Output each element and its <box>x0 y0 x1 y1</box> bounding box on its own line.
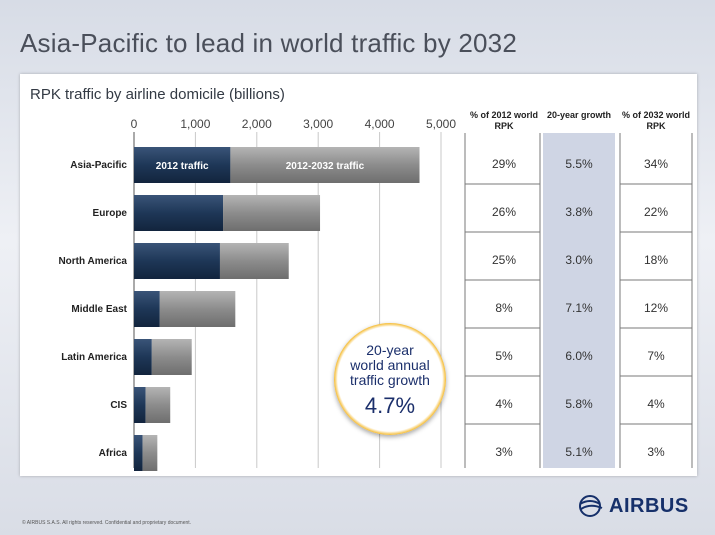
badge-value: 4.7% <box>364 393 416 418</box>
cell-growth: 5.5% <box>565 157 593 171</box>
bar-2012-traffic <box>134 339 152 375</box>
growth-badge: 20-year world annual traffic growth 4.7% <box>334 323 446 435</box>
cell-share-2012: 3% <box>495 445 513 459</box>
cell-growth: 5.1% <box>565 445 593 459</box>
cell-growth: 6.0% <box>565 349 593 363</box>
cell-growth: 3.8% <box>565 205 593 219</box>
bar-2012-2032-traffic <box>142 435 158 471</box>
cell-share-2032: 7% <box>647 349 665 363</box>
copyright-footer: © AIRBUS S.A.S. All rights reserved. Con… <box>22 520 192 526</box>
category-label: North America <box>58 256 127 267</box>
bar-2012-2032-traffic <box>159 291 236 327</box>
chart-title: RPK traffic by airline domicile (billion… <box>30 86 285 103</box>
header-share-2012: % of 2012 world RPK <box>469 110 539 131</box>
category-label: Latin America <box>61 352 127 363</box>
cell-share-2012: 8% <box>495 301 513 315</box>
series-label-2012-2032: 2012-2032 traffic <box>286 161 365 172</box>
cell-share-2032: 12% <box>644 301 668 315</box>
cell-growth: 5.8% <box>565 397 593 411</box>
airbus-globe-icon <box>579 495 603 517</box>
x-tick-label: 2,000 <box>242 117 272 131</box>
category-label: Middle East <box>71 304 127 315</box>
growth-column-background <box>543 133 615 468</box>
cell-share-2012: 26% <box>492 205 516 219</box>
bar-2012-2032-traffic <box>151 339 192 375</box>
x-tick-label: 1,000 <box>180 117 210 131</box>
category-label: CIS <box>110 400 127 411</box>
cell-share-2032: 34% <box>644 157 668 171</box>
header-growth: 20-year growth <box>546 110 612 120</box>
badge-label: 20-year world annual traffic growth <box>350 342 430 388</box>
cell-share-2012: 4% <box>495 397 513 411</box>
bar-2012-traffic <box>134 243 220 279</box>
x-tick-label: 0 <box>131 117 138 131</box>
bar-2012-2032-traffic <box>223 195 321 231</box>
category-label: Europe <box>93 208 128 219</box>
cell-share-2032: 22% <box>644 205 668 219</box>
cell-share-2012: 29% <box>492 157 516 171</box>
bar-2012-traffic <box>134 195 224 231</box>
series-label-2012: 2012 traffic <box>156 161 209 172</box>
cell-share-2032: 18% <box>644 253 668 267</box>
category-label: Asia-Pacific <box>70 160 127 171</box>
bar-2012-2032-traffic <box>230 147 420 183</box>
cell-share-2032: 3% <box>647 445 665 459</box>
logo-text: AIRBUS <box>609 494 689 517</box>
bar-2012-traffic <box>134 387 146 423</box>
bar-2012-traffic <box>134 435 143 471</box>
x-tick-label: 3,000 <box>303 117 333 131</box>
cell-growth: 7.1% <box>565 301 593 315</box>
header-share-2032: % of 2032 world RPK <box>621 110 691 131</box>
cell-share-2012: 25% <box>492 253 516 267</box>
cell-growth: 3.0% <box>565 253 593 267</box>
airbus-logo: AIRBUS <box>578 494 689 518</box>
x-tick-label: 5,000 <box>426 117 456 131</box>
category-label: Africa <box>99 448 128 459</box>
bar-2012-traffic <box>134 291 160 327</box>
cell-share-2012: 5% <box>495 349 513 363</box>
bar-2012-traffic <box>134 147 231 183</box>
bar-2012-2032-traffic <box>145 387 171 423</box>
bar-2012-2032-traffic <box>219 243 289 279</box>
x-tick-label: 4,000 <box>365 117 395 131</box>
slide-title: Asia-Pacific to lead in world traffic by… <box>20 28 517 58</box>
cell-share-2032: 4% <box>647 397 665 411</box>
